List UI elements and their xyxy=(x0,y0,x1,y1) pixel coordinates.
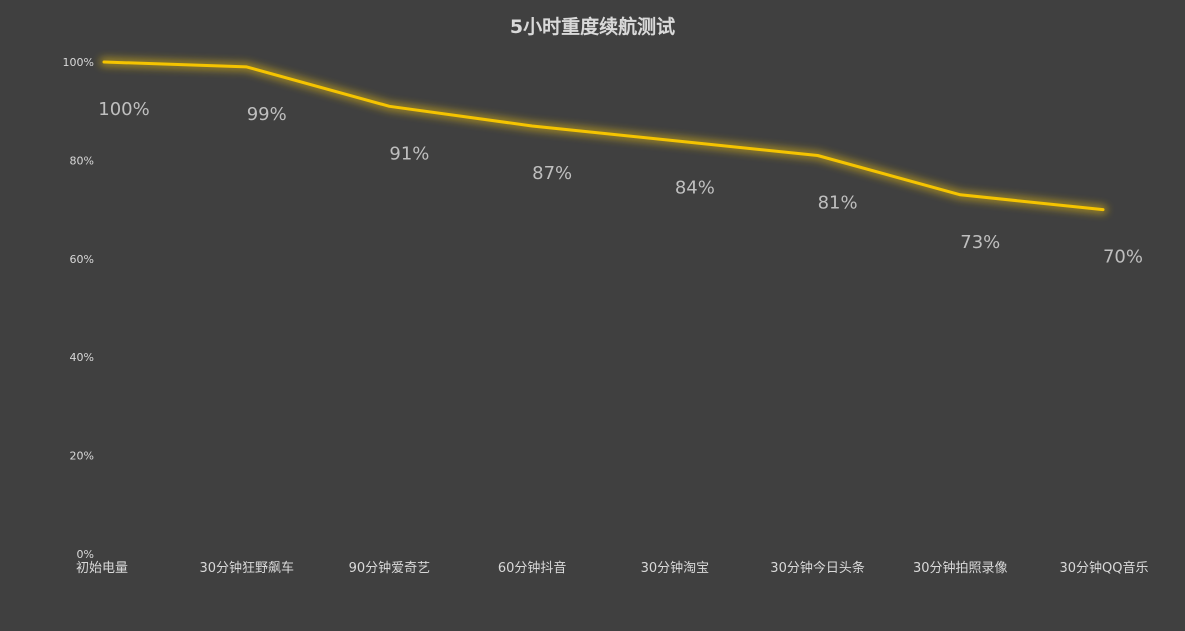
y-tick-label: 100% xyxy=(63,56,94,69)
y-tick-label: 40% xyxy=(70,351,94,364)
x-tick-label: 30分钟QQ音乐 xyxy=(1059,560,1148,576)
data-labels: 100% 99% 91% 87% 84% 81% 73% 70% xyxy=(98,99,1143,268)
x-tick-label: 30分钟狂野飙车 xyxy=(199,560,294,576)
x-tick-label: 30分钟拍照录像 xyxy=(913,560,1008,576)
x-axis-ticks: 初始电量 30分钟狂野飙车 90分钟爱奇艺 60分钟抖音 30分钟淘宝 30分钟今日头条 3… xyxy=(76,560,1149,576)
data-label: 81% xyxy=(818,192,858,213)
y-axis-ticks: 0% 20% 40% 60% 80% 100% xyxy=(63,56,94,561)
data-label: 84% xyxy=(675,178,715,199)
y-tick-label: 0% xyxy=(77,548,94,561)
data-label: 99% xyxy=(247,104,287,125)
x-tick-label: 30分钟今日头条 xyxy=(770,560,865,576)
series-line xyxy=(102,60,1105,212)
data-label: 73% xyxy=(960,232,1000,253)
data-label: 87% xyxy=(532,163,572,184)
data-label: 70% xyxy=(1103,247,1143,268)
series-line-glow xyxy=(99,57,1108,215)
data-label: 100% xyxy=(98,99,149,120)
x-tick-label: 60分钟抖音 xyxy=(498,560,567,576)
x-tick-label: 初始电量 xyxy=(76,561,128,576)
data-label: 91% xyxy=(389,143,429,164)
x-tick-label: 30分钟淘宝 xyxy=(641,560,710,576)
y-tick-label: 60% xyxy=(70,253,94,266)
x-tick-label: 90分钟爱奇艺 xyxy=(349,560,431,576)
series-group xyxy=(99,57,1108,215)
y-tick-label: 20% xyxy=(70,450,94,463)
y-tick-label: 80% xyxy=(70,154,94,167)
chart-title: 5小时重度续航测试 xyxy=(509,16,676,38)
